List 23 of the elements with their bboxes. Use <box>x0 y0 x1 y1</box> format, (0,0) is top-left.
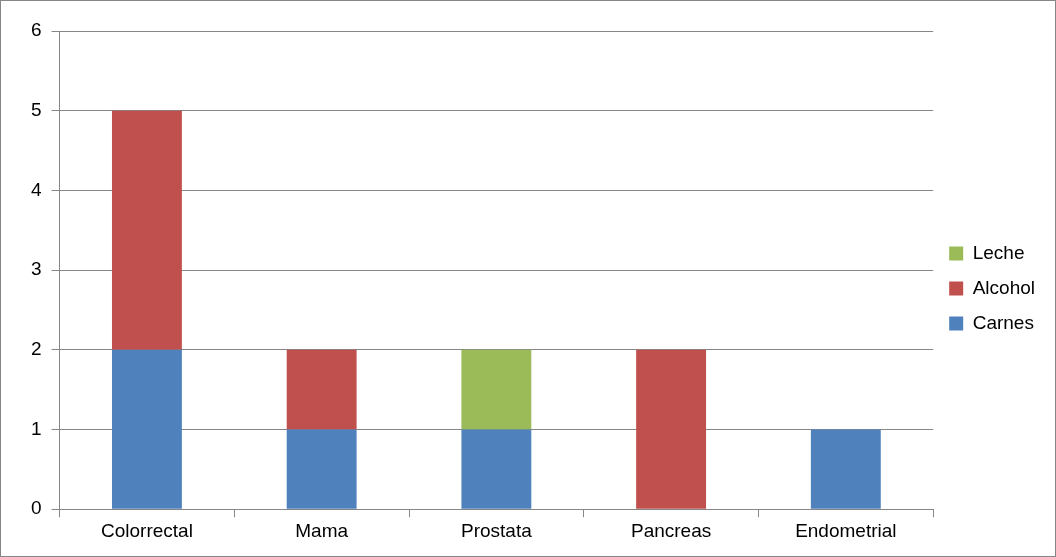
bar <box>286 429 357 509</box>
bar <box>111 349 182 509</box>
bar <box>461 429 532 509</box>
x-tick-label: Pancreas <box>630 519 712 541</box>
y-tick-label: 5 <box>30 98 42 120</box>
bar <box>286 349 357 430</box>
y-tick-label: 0 <box>30 497 42 519</box>
x-tick-label: Colorrectal <box>100 519 193 541</box>
bar <box>461 349 532 430</box>
y-tick-label: 6 <box>30 19 42 41</box>
legend-label: Alcohol <box>972 276 1036 298</box>
bar <box>111 110 182 350</box>
legend-label: Leche <box>972 241 1025 263</box>
y-tick-label: 3 <box>30 258 42 280</box>
x-tick-label: Mama <box>295 519 349 541</box>
x-tick-label: Endometrial <box>795 519 897 541</box>
bar <box>810 429 881 509</box>
legend-label: Carnes <box>972 311 1034 333</box>
bar <box>636 349 707 509</box>
y-tick-label: 4 <box>30 178 42 200</box>
y-tick-label: 2 <box>30 338 42 360</box>
x-tick-label: Prostata <box>460 519 533 541</box>
y-tick-label: 1 <box>30 417 42 439</box>
